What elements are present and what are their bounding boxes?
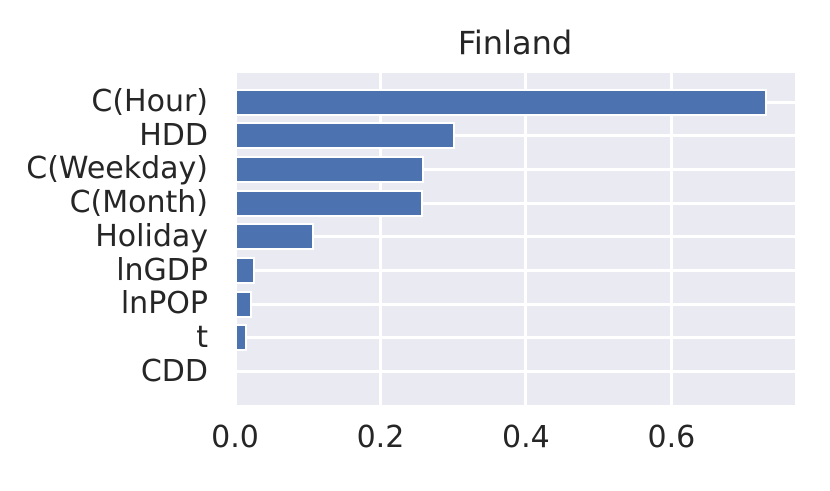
y-tick-label: C(Month) [69,185,208,221]
y-tick-label: HDD [139,117,208,153]
x-gridline [669,73,673,405]
y-tick-label: CDD [140,353,208,389]
x-gridline [378,73,382,405]
bar [235,257,256,284]
y-gridline [235,201,795,205]
y-tick-label: lnGDP [116,252,208,288]
chart-title: Finland [457,24,573,62]
bar [235,223,314,251]
y-tick-label: Holiday [95,218,208,254]
bar [235,122,455,150]
y-gridline [235,167,795,171]
x-tick-label: 0.0 [211,420,259,455]
x-tick-label: 0.6 [647,420,696,455]
y-tick-label: t [196,319,208,355]
y-tick-label: C(Weekday) [26,151,208,187]
x-gridline [524,73,528,405]
bar [235,290,252,318]
bar [235,155,425,183]
bar [235,189,423,217]
y-gridline [235,302,795,306]
x-tick-label: 0.2 [356,420,405,455]
plot-area [235,73,795,405]
y-gridline [235,235,795,239]
y-gridline [235,336,795,340]
y-gridline [235,134,795,138]
y-tick-label: lnPOP [120,286,208,322]
y-gridline [235,269,795,272]
y-gridline [235,370,795,374]
x-tick-label: 0.4 [502,420,550,455]
bar [235,324,247,352]
bar [235,88,768,116]
y-tick-label: C(Hour) [91,84,208,119]
